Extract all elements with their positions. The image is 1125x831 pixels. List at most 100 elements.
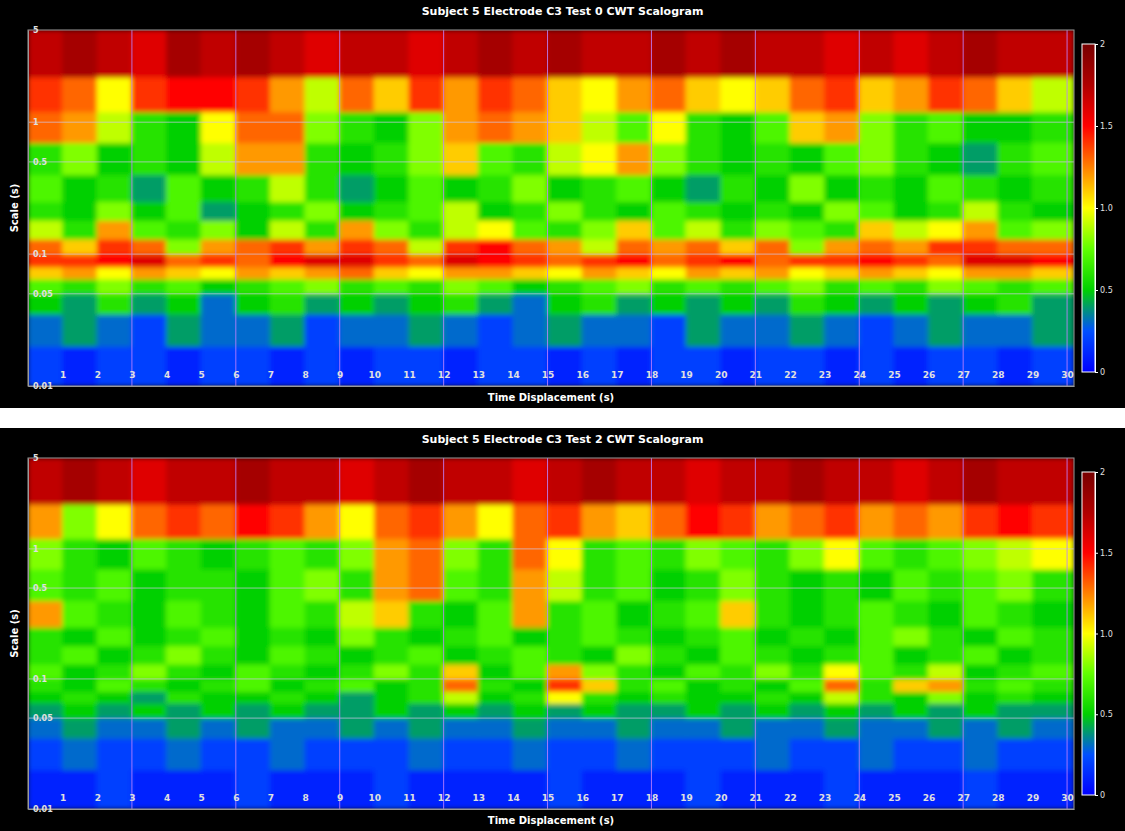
heat-cell (374, 678, 410, 692)
x-grid-line (963, 458, 964, 809)
heat-cell (928, 174, 964, 202)
y-tick-label: 0.5 (33, 158, 48, 167)
heat-cell (270, 458, 306, 505)
heat-cell (443, 142, 479, 175)
heat-cell (686, 30, 722, 78)
x-tick: 2 (95, 370, 101, 386)
heat-cell (374, 627, 410, 647)
heat-cell (201, 266, 237, 279)
heat-cell (512, 645, 548, 664)
x-tick: 7 (268, 370, 274, 386)
heat-cell (1032, 201, 1074, 221)
heat-cell (305, 346, 341, 386)
heat-cell (686, 691, 722, 704)
heat-cell (270, 645, 306, 664)
heat-cell (235, 314, 271, 347)
heat-cell (97, 703, 133, 719)
heat-cell (582, 314, 618, 347)
heat-cell (62, 769, 98, 809)
y-tick: 0.05 (28, 290, 53, 299)
heat-cell (131, 142, 167, 175)
heat-cell (582, 254, 618, 268)
x-grid-line (339, 458, 340, 809)
heat-cell (582, 691, 618, 704)
heat-cell (651, 600, 687, 628)
heat-cell (131, 314, 167, 347)
heat-cell (270, 220, 306, 240)
heat-cell (755, 738, 791, 771)
heat-cell (755, 293, 791, 314)
x-tick: 4 (164, 793, 170, 809)
heat-cell (408, 569, 444, 602)
y-axis-title: Scale (s) (9, 609, 20, 658)
heat-cell (686, 504, 722, 539)
heat-cell (166, 645, 202, 664)
heat-cell (478, 458, 514, 505)
heat-cell (963, 691, 999, 704)
x-tick: 18 (646, 370, 659, 386)
y-tick: 0.05 (28, 714, 53, 723)
heat-cell (408, 266, 444, 279)
heat-cell (582, 627, 618, 647)
heat-cell (339, 278, 375, 294)
heat-cell (651, 627, 687, 647)
heat-cell (305, 703, 341, 719)
heat-cell (28, 266, 63, 279)
heat-cell (443, 504, 479, 539)
heat-cell (789, 239, 825, 255)
x-grid-line (651, 458, 652, 809)
x-tick: 22 (784, 370, 797, 386)
heat-cell (443, 30, 479, 78)
heat-cell (512, 703, 548, 719)
x-tick-label: 23 (819, 370, 832, 380)
heat-cell (755, 142, 791, 175)
heat-cell (755, 627, 791, 647)
x-tick-label: 21 (750, 370, 763, 380)
heat-cell (235, 600, 271, 628)
heat-cell (824, 627, 860, 647)
heat-cell (339, 664, 375, 680)
heat-cell (616, 293, 652, 314)
heat-cell (755, 645, 791, 664)
heat-cell (235, 220, 271, 240)
heat-cell (547, 600, 583, 628)
heat-cell (62, 278, 98, 294)
heat-cell (201, 691, 237, 704)
heat-cell (408, 627, 444, 647)
heat-cell (97, 538, 133, 569)
heat-cell (166, 504, 202, 539)
x-tick-label: 27 (957, 370, 970, 380)
heat-cell (166, 201, 202, 221)
heat-cell (131, 738, 167, 771)
x-grid-line (651, 30, 652, 386)
x-tick-label: 6 (233, 370, 239, 380)
colorbar-axis: 00.51.01.52 (1095, 40, 1113, 377)
x-axis: 1234567891011121314151617181920212223242… (29, 793, 1075, 809)
heat-cell (408, 142, 444, 175)
heat-cell (997, 627, 1033, 647)
heat-cell (963, 30, 999, 78)
heat-cell (616, 738, 652, 771)
colorbar-tick: 0.5 (1095, 286, 1113, 295)
x-tick-label: 16 (576, 370, 589, 380)
x-tick: 15 (542, 793, 555, 809)
heat-cell (512, 718, 548, 739)
heat-cell (997, 664, 1033, 680)
x-tick: 20 (715, 370, 728, 386)
heat-cell (859, 569, 895, 602)
heat-cell (97, 678, 133, 692)
heat-cell (339, 220, 375, 240)
x-tick-label: 13 (472, 793, 485, 803)
heat-cell (582, 703, 618, 719)
heat-cell (270, 239, 306, 255)
heat-cell (582, 30, 618, 78)
x-tick: 29 (1027, 370, 1040, 386)
x-tick-label: 15 (542, 793, 555, 803)
heat-cell (1032, 30, 1074, 78)
heat-cell (859, 239, 895, 255)
heat-cell (893, 174, 929, 202)
heat-cell (512, 664, 548, 680)
heat-cell (789, 691, 825, 704)
heat-cell (789, 627, 825, 647)
heat-cell (963, 738, 999, 771)
